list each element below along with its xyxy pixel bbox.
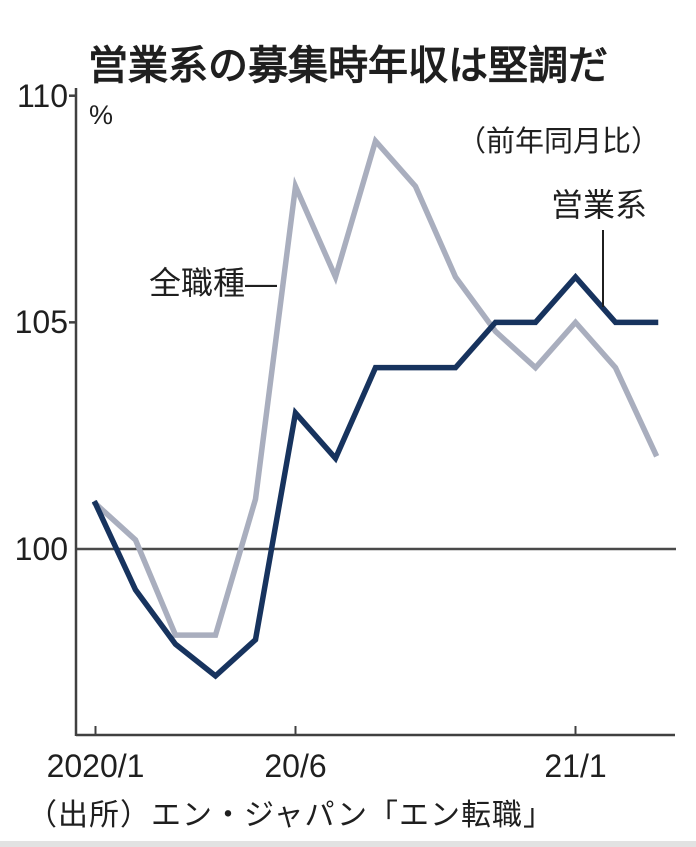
x-axis-tick-label-2020-1: 2020/1 bbox=[46, 748, 145, 784]
series-label-all-jobs: 全職種— bbox=[149, 265, 278, 301]
source-note: （出所）エン・ジャパン「エン転職」 bbox=[27, 799, 554, 832]
series-label-sales: 営業系 bbox=[551, 187, 648, 223]
chart-title: 営業系の募集時年収は堅調だ bbox=[88, 44, 608, 88]
y-axis-tick-label-105: 105 bbox=[14, 304, 68, 341]
series-line-sales bbox=[91, 272, 659, 680]
x-axis-tick-label-20-6: 20/6 bbox=[264, 748, 327, 784]
bottom-edge-strip bbox=[0, 841, 696, 847]
y-axis-tick-label-110: 110 bbox=[16, 77, 68, 114]
y-axis-tick-label-100: 100 bbox=[14, 531, 68, 567]
series-line-all-jobs bbox=[91, 135, 660, 638]
chart-subtitle: （前年同月比） bbox=[456, 126, 660, 158]
x-axis-tick-label-21-1: 21/1 bbox=[544, 748, 607, 784]
y-axis-unit-label: % bbox=[89, 100, 114, 130]
